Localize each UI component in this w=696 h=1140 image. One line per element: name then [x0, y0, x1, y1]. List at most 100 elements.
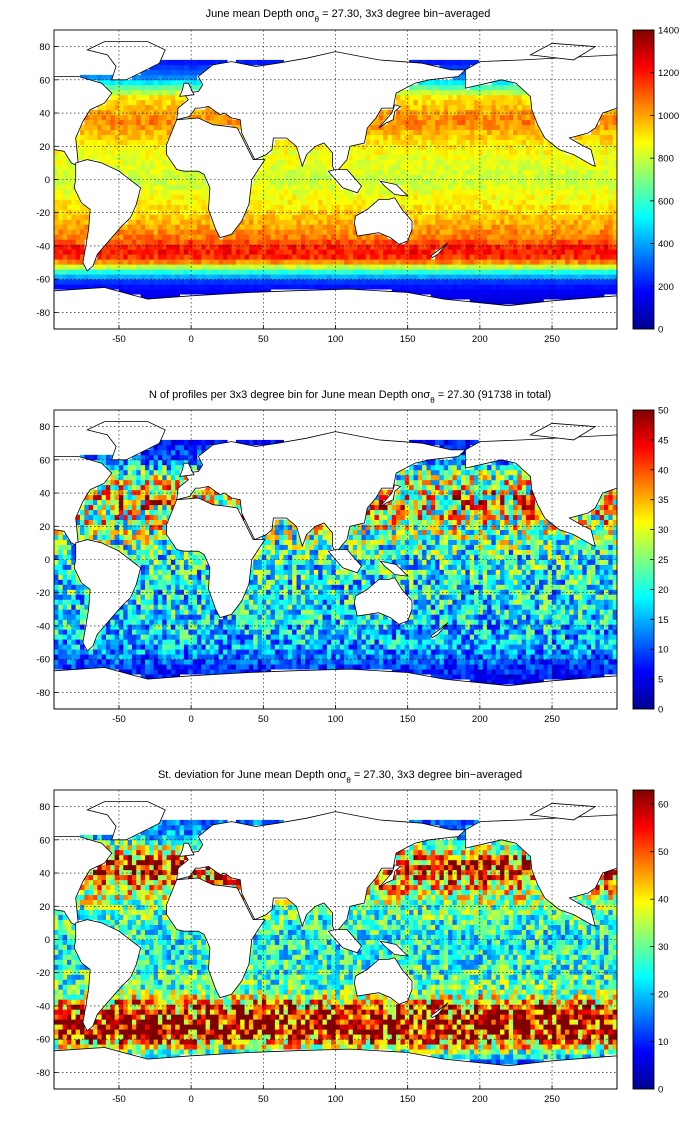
grid-cell — [465, 209, 471, 215]
grid-cell — [374, 154, 380, 160]
grid-cell — [153, 194, 159, 200]
grid-cell — [595, 229, 601, 235]
grid-cell — [370, 199, 375, 205]
grid-cell — [465, 199, 471, 205]
grid-cell — [521, 159, 527, 165]
grid-cell — [404, 154, 410, 160]
grid-cell — [88, 654, 94, 660]
grid-cell — [188, 184, 193, 190]
grid-cell — [565, 284, 570, 290]
grid-cell — [144, 274, 150, 280]
grid-cell — [253, 279, 258, 285]
grid-cell — [244, 209, 250, 215]
grid-cell — [391, 139, 397, 146]
grid-cell — [305, 174, 310, 180]
grid-cell — [175, 259, 180, 265]
grid-cell — [378, 234, 384, 240]
grid-cell — [439, 229, 445, 235]
grid-cell — [335, 284, 341, 290]
grid-cell — [66, 554, 72, 560]
grid-cell — [92, 454, 98, 461]
grid-cell — [543, 264, 549, 270]
grid-cell — [296, 224, 302, 230]
grid-cell — [118, 159, 124, 165]
grid-cell — [101, 454, 107, 461]
grid-cell — [469, 279, 475, 285]
grid-cell — [318, 214, 323, 220]
grid-cell — [144, 74, 150, 81]
grid-cell — [552, 274, 557, 280]
grid-cell — [300, 179, 306, 185]
grid-cell — [75, 279, 81, 285]
grid-cell — [426, 169, 432, 175]
grid-cell — [383, 164, 388, 170]
grid-cell — [58, 589, 64, 595]
grid-cell — [274, 244, 280, 250]
grid-cell — [370, 144, 375, 150]
grid-cell — [201, 254, 206, 260]
grid-cell — [452, 279, 458, 285]
grid-cell — [79, 224, 85, 230]
grid-cell — [296, 194, 302, 200]
grid-cell — [452, 224, 458, 230]
grid-cell — [409, 94, 414, 101]
grid-cell — [526, 129, 531, 136]
grid-cell — [391, 169, 397, 175]
grid-cell — [140, 499, 146, 506]
grid-cell — [448, 119, 453, 126]
grid-cell — [266, 189, 271, 195]
grid-cell — [79, 629, 85, 635]
grid-cell — [274, 159, 280, 165]
grid-cell — [279, 164, 284, 170]
grid-cell — [426, 224, 432, 230]
grid-cell — [547, 234, 553, 240]
grid-cell — [417, 204, 423, 210]
grid-cell — [114, 119, 120, 126]
panel-depth-colorbar — [633, 30, 654, 329]
grid-cell — [218, 279, 224, 285]
grid-cell — [456, 184, 462, 190]
grid-cell — [339, 224, 345, 230]
grid-cell — [604, 234, 609, 240]
grid-cell — [270, 219, 276, 225]
grid-cell — [513, 294, 518, 300]
grid-cell — [365, 169, 371, 175]
grid-cell — [136, 494, 142, 501]
grid-cell — [144, 234, 150, 240]
grid-cell — [335, 219, 341, 225]
grid-cell — [84, 614, 90, 620]
grid-cell — [123, 264, 129, 270]
grid-cell — [517, 209, 523, 215]
grid-cell — [326, 189, 332, 195]
grid-cell — [465, 164, 471, 170]
grid-cell — [322, 259, 328, 265]
grid-cell — [517, 94, 523, 101]
grid-cell — [482, 99, 488, 106]
grid-cell — [270, 239, 276, 245]
grid-cell — [131, 524, 137, 530]
grid-cell — [430, 189, 436, 195]
grid-cell — [547, 174, 553, 180]
grid-cell — [513, 254, 518, 260]
grid-cell — [123, 474, 129, 481]
grid-cell — [179, 204, 185, 210]
grid-cell — [192, 179, 198, 185]
grid-cell — [188, 274, 193, 280]
grid-cell — [92, 644, 98, 650]
grid-cell — [92, 129, 98, 136]
grid-cell — [114, 514, 120, 521]
grid-cell — [270, 204, 276, 210]
grid-cell — [487, 189, 492, 195]
grid-cell — [430, 124, 436, 131]
grid-cell — [569, 199, 575, 205]
grid-cell — [54, 624, 59, 630]
grid-cell — [162, 234, 167, 240]
grid-cell — [318, 174, 323, 180]
grid-cell — [404, 194, 410, 200]
grid-cell — [495, 284, 501, 290]
grid-cell — [495, 164, 501, 170]
grid-cell — [127, 639, 133, 645]
grid-cell — [79, 514, 85, 521]
grid-cell — [136, 594, 142, 600]
grid-cell — [556, 219, 562, 225]
